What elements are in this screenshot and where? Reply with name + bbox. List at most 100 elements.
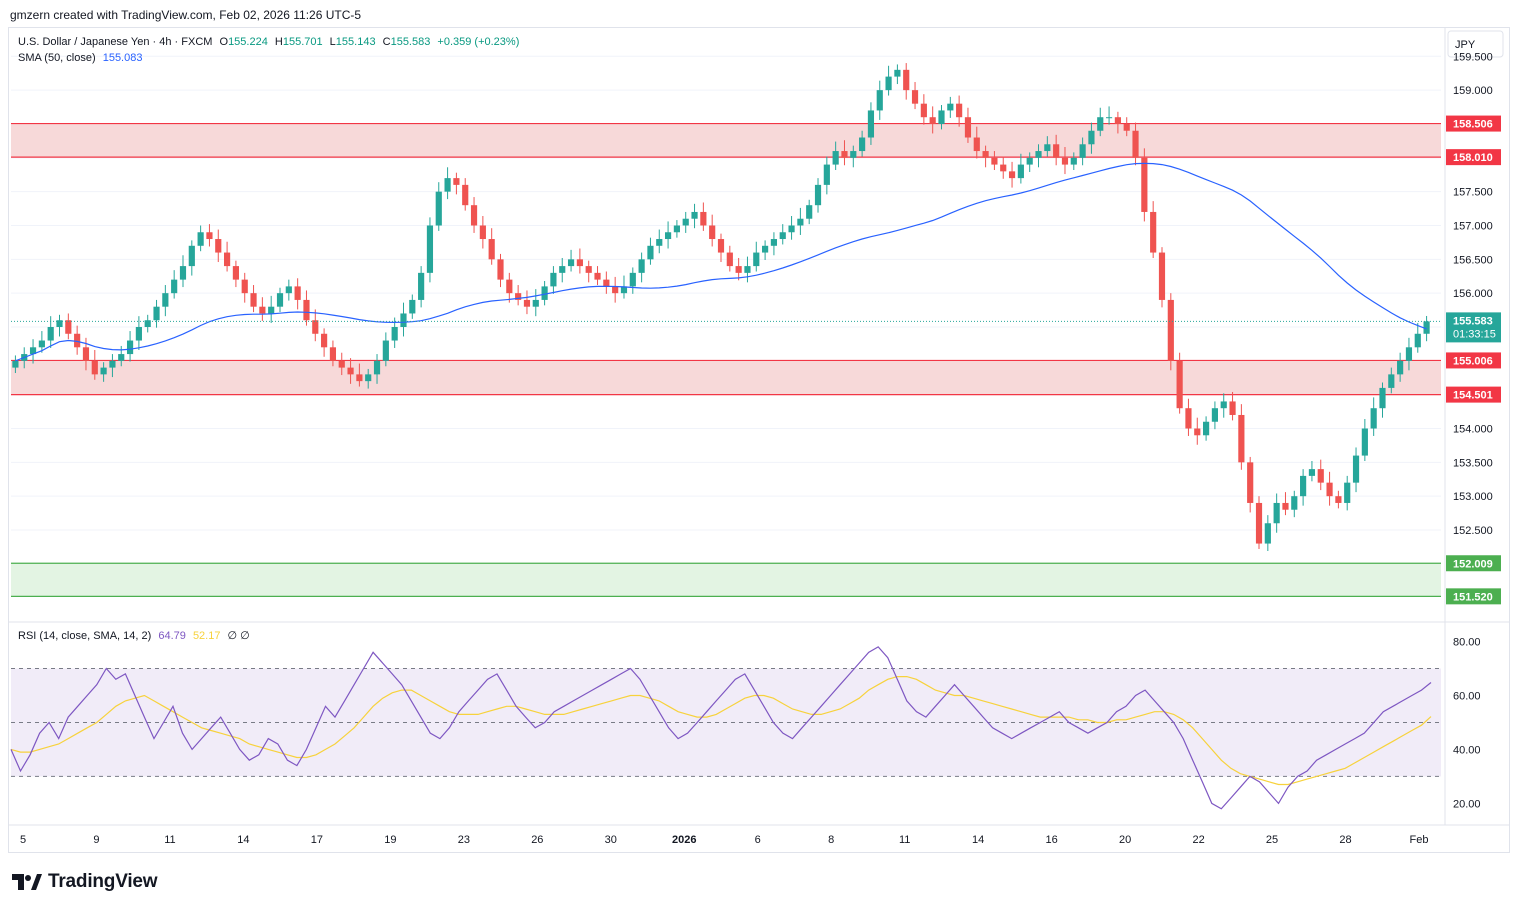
candle-body (259, 306, 266, 314)
candle-body (850, 151, 857, 158)
currency-box (1447, 30, 1504, 58)
sma-line (15, 162, 1427, 362)
candle-body (1026, 157, 1033, 165)
rsi-sma-line (10, 675, 1432, 786)
time-axis-label: 11 (164, 834, 175, 846)
sma-legend-label: SMA (50, close) (18, 52, 96, 64)
candle-body (726, 252, 733, 267)
candle-body (356, 374, 363, 382)
candle-body (29, 347, 37, 355)
candle-body (488, 239, 495, 260)
candle-body (700, 211, 707, 226)
candle-body (523, 299, 531, 307)
currency-label: JPY (1455, 39, 1476, 51)
candle-body (709, 225, 716, 240)
candle-body (1158, 252, 1166, 300)
candle-body (1053, 144, 1060, 158)
candle-body (153, 306, 160, 321)
candle-body (1079, 144, 1086, 158)
zone-resistance (11, 360, 1441, 395)
candle-body (1114, 117, 1121, 124)
chart-canvas[interactable]: JPY152.500153.000153.500154.000154.50015… (9, 28, 1509, 852)
time-axis-label: 5 (20, 834, 26, 846)
price-tick-label: 157.500 (1453, 187, 1493, 199)
candle-body (294, 286, 301, 300)
candle-body (1167, 299, 1174, 361)
candle-body (38, 340, 45, 348)
candle-body (162, 293, 169, 307)
candle-body (435, 191, 442, 226)
time-axis-label: 20 (1119, 834, 1131, 846)
candle-body (1194, 428, 1201, 436)
price-tick-label: 159.000 (1453, 85, 1493, 97)
candle-body (1176, 360, 1183, 409)
candle-body (1379, 387, 1386, 409)
legend-change: +0.359 (+0.23%) (437, 36, 520, 48)
candle-body (268, 306, 275, 314)
candle-body (1352, 455, 1360, 483)
candle-body (206, 232, 213, 240)
candle-body (418, 272, 425, 300)
sma-legend-value: 155.083 (102, 52, 143, 64)
legend-low: 155.143 (335, 36, 376, 48)
rsi-legend-extra: ∅ ∅ (227, 630, 250, 642)
candle-body (118, 354, 125, 361)
candle-body (1211, 408, 1218, 422)
time-axis-label: 22 (1192, 834, 1204, 846)
tradingview-logo-text: TradingView (48, 871, 158, 892)
candle-body (903, 69, 910, 91)
candle-body (126, 340, 134, 355)
candle-body (567, 259, 575, 267)
time-axis-label: Feb (1410, 834, 1429, 846)
candle-body (929, 117, 936, 124)
candle-body (691, 211, 698, 219)
candle-body (250, 293, 257, 307)
rsi-tick-label: 60.00 (1453, 690, 1481, 702)
candle-body (453, 178, 460, 185)
candle-body (215, 239, 222, 253)
time-axis-label: 14 (237, 834, 249, 846)
candle-body (144, 320, 151, 327)
rsi-legend-label: RSI (14, close, SMA, 14, 2) (18, 630, 152, 642)
time-axis-label: 28 (1339, 834, 1351, 846)
candle-body (276, 293, 284, 307)
candle-body (373, 360, 381, 375)
candle-body (1061, 157, 1069, 165)
candle-body (241, 279, 248, 294)
candle-body (1150, 211, 1157, 253)
candle-body (1291, 496, 1298, 510)
candle-body (82, 347, 90, 361)
candle-body (1308, 469, 1316, 476)
candle-body (1300, 475, 1307, 497)
candle-body (1035, 151, 1042, 158)
rsi-legend-value: 64.79 (158, 630, 186, 642)
candle-body (911, 90, 919, 104)
symbol-legend: U.S. Dollar / Japanese Yen · 4h · FXCM O… (18, 36, 519, 48)
price-tick-label: 157.000 (1453, 220, 1493, 232)
candle-body (1203, 421, 1210, 436)
rsi-tick-label: 40.00 (1453, 744, 1481, 756)
candle-body (982, 151, 989, 158)
candle-body (744, 266, 751, 273)
candle-body (135, 327, 142, 341)
candle-body (859, 137, 866, 152)
candle-body (1132, 130, 1139, 158)
time-axis-label: 6 (755, 834, 761, 846)
candle-body (867, 110, 875, 138)
candle-body (171, 279, 178, 294)
candle-body (832, 151, 839, 165)
candle-body (753, 252, 760, 267)
price-level-tag (1446, 149, 1501, 166)
price-level-tag-text: 158.010 (1453, 152, 1493, 164)
price-tick-label: 152.500 (1453, 525, 1493, 537)
price-tick-label: 154.000 (1453, 424, 1493, 436)
price-level-tag (1446, 115, 1501, 132)
candle-body (391, 327, 398, 341)
attribution-header: gmzern created with TradingView.com, Feb… (10, 8, 362, 22)
zone-supply (11, 123, 1441, 158)
candle-body (1017, 164, 1024, 179)
candle-body (506, 279, 513, 294)
candle-body (462, 184, 469, 206)
price-tick-label: 153.500 (1453, 457, 1493, 469)
candle-body (603, 279, 610, 287)
